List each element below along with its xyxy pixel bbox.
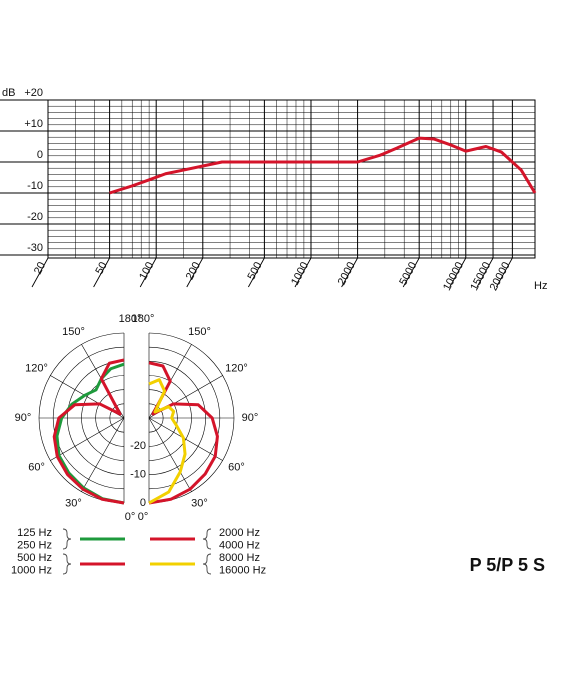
y-tick-label: +20 [24, 87, 43, 99]
tick-mark [139, 257, 157, 288]
tick-mark [402, 257, 420, 288]
angle-label: 90° [242, 412, 259, 424]
tick-mark [294, 257, 312, 288]
brace [202, 528, 212, 550]
spoke [148, 417, 223, 461]
x-axis-label: Hz [534, 280, 547, 292]
spoke [50, 417, 125, 461]
y-axis-label: dB [2, 87, 15, 99]
tick-mark [449, 257, 467, 288]
spoke [148, 417, 192, 492]
tick-mark [93, 257, 110, 288]
angle-label: 120° [225, 362, 248, 374]
r-tick-label: -10 [130, 469, 146, 481]
legend-label: 500 Hz [17, 552, 52, 564]
polar-curve [52, 358, 125, 505]
angle-label: 30° [65, 498, 82, 510]
angle-label: 0° [125, 511, 136, 523]
angle-label: 150° [188, 326, 211, 338]
legend-label: 8000 Hz [219, 552, 260, 564]
angle-label: 180° [119, 313, 142, 325]
response-curve [109, 136, 537, 195]
legend-label: 2000 Hz [219, 527, 260, 539]
legend-label: 125 Hz [17, 527, 52, 539]
polar-curve [148, 378, 187, 505]
tick-mark [186, 257, 204, 288]
y-tick-label: +10 [24, 118, 43, 130]
tick-mark [495, 257, 513, 288]
legend-braces [62, 528, 212, 575]
angle-label: 120° [25, 362, 48, 374]
x-tick-label: 1000 [289, 260, 311, 287]
legend-label: 16000 Hz [219, 564, 266, 576]
model-name: P 5/P 5 S [470, 555, 545, 575]
y-tick-label: -10 [27, 180, 43, 192]
angle-label: 90° [15, 412, 32, 424]
r-tick-label: 0 [140, 497, 146, 509]
tick-mark [31, 257, 49, 288]
y-tick-label: -20 [27, 211, 43, 223]
legend-label: 250 Hz [17, 539, 52, 551]
brace [62, 528, 72, 550]
x-tick-label: 20 [32, 260, 48, 276]
y-tick-label: 0 [37, 149, 43, 161]
angle-label: 180° [132, 313, 155, 325]
r-tick-label: -20 [130, 440, 146, 452]
legend-label: 1000 Hz [11, 564, 52, 576]
angle-label: 60° [28, 461, 45, 473]
plot-frame [47, 99, 536, 259]
x-tick-label: 2000 [336, 260, 358, 287]
tick-mark [341, 257, 358, 288]
spoke [81, 417, 125, 492]
tick-mark [476, 257, 494, 288]
angle-label: 150° [62, 326, 85, 338]
x-tick-label: 50 [93, 260, 109, 276]
x-tick-label: 5000 [397, 260, 419, 287]
angle-label: 30° [191, 498, 208, 510]
polar-curve [148, 361, 219, 505]
angle-label: 60° [228, 461, 245, 473]
tick-mark [247, 257, 265, 288]
legend-label: 4000 Hz [219, 539, 260, 551]
brace [62, 553, 72, 575]
brace [202, 553, 212, 575]
angle-label: 0° [138, 511, 149, 523]
y-tick-label: -30 [27, 242, 43, 254]
x-tick-label: 10000 [441, 260, 466, 293]
